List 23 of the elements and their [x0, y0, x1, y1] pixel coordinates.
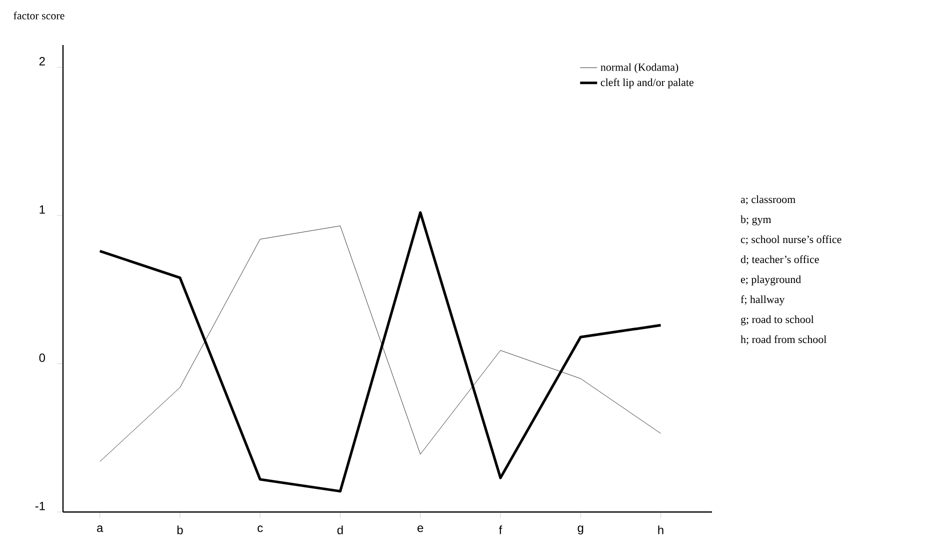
x-tick-label: h — [658, 526, 664, 534]
x-tick-label: e — [418, 526, 424, 532]
y-tick-label: 1 — [40, 205, 45, 214]
text: h; road from school — [740, 335, 826, 345]
text: e; playground — [740, 275, 801, 286]
y-tick-label: -1 — [35, 502, 45, 510]
text: b; gym — [740, 215, 772, 226]
text: c; school nurse’s office — [740, 235, 842, 245]
x-tick-label: f — [498, 526, 502, 534]
y-axis-title: factor score — [14, 12, 64, 20]
x-tick-label: g — [578, 526, 584, 534]
text: a; classroom — [740, 195, 796, 205]
legend-label: normal (Kodama) — [600, 63, 678, 74]
legend-label: cleft lip and/or palate — [600, 78, 694, 88]
x-tick-label: b — [177, 526, 183, 534]
y-tick-label: 2 — [39, 57, 45, 66]
text: f; hallway — [740, 295, 785, 306]
x-tick-label: a — [97, 526, 104, 532]
x-tick-label: c — [258, 526, 263, 532]
y-tick-label: 0 — [39, 354, 46, 362]
text: g; road to school — [741, 315, 814, 326]
text: d; teacher’s office — [740, 255, 819, 265]
x-tick-label: d — [337, 526, 343, 534]
